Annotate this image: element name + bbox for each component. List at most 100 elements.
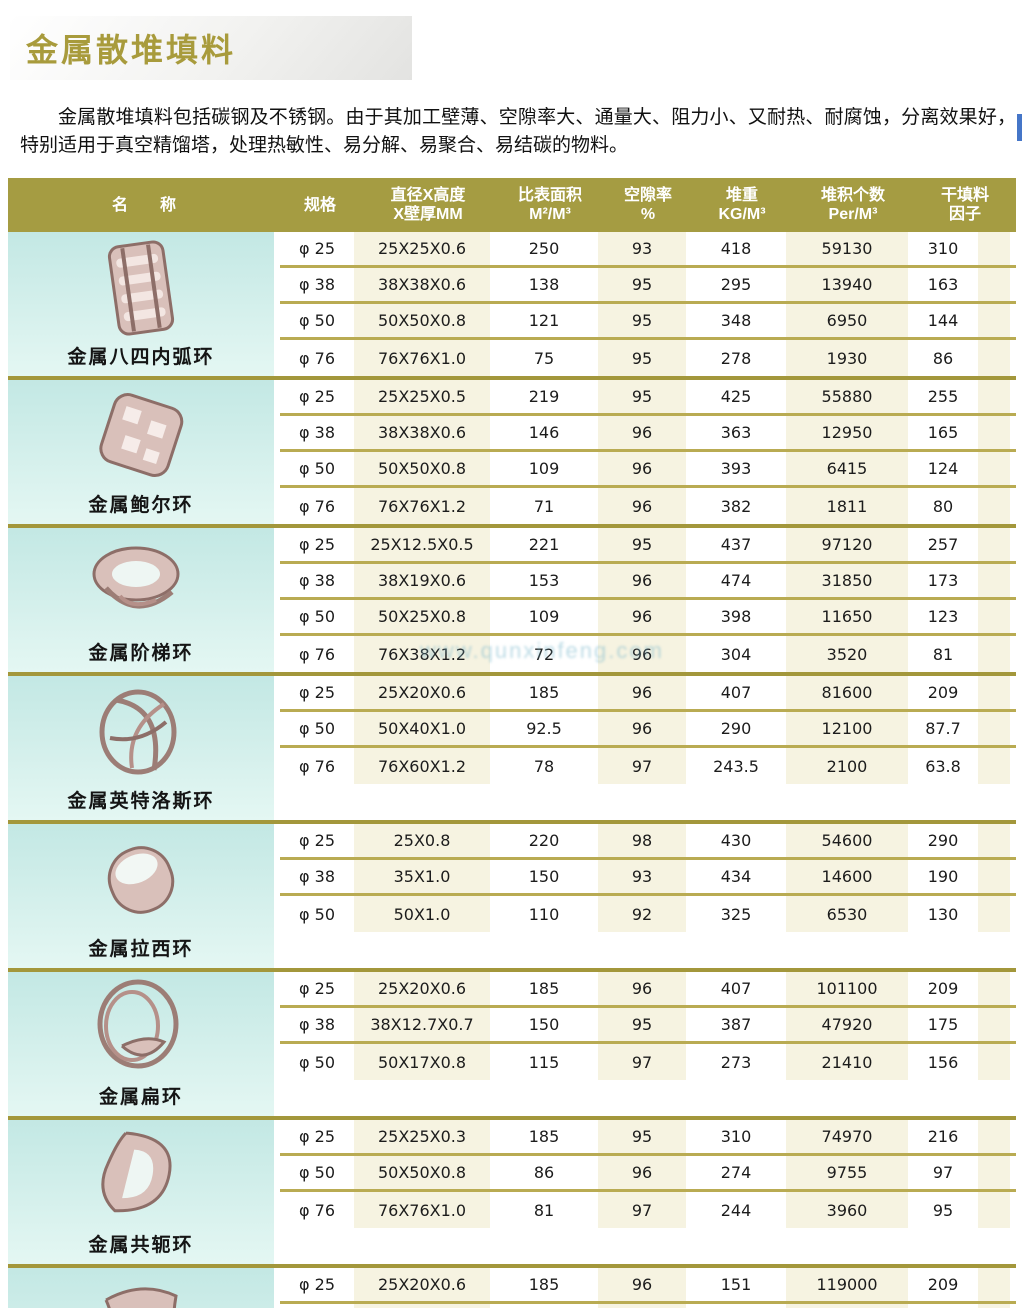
cell-surface_area: 72 bbox=[490, 636, 598, 672]
cell-bulk_weight: 425 bbox=[686, 380, 786, 413]
cell-surface_area: 71 bbox=[490, 488, 598, 524]
cell-edge-strip bbox=[978, 860, 1010, 893]
cell-spec: φ 76 bbox=[280, 488, 354, 524]
product-name: 金属共轭环 bbox=[88, 1235, 194, 1256]
product-name: 金属拉西环 bbox=[88, 939, 194, 960]
cell-edge-strip bbox=[978, 1192, 1010, 1228]
column-header-line1: 规格 bbox=[303, 196, 336, 214]
table-row: φ 50 50X1.0 110 92 325 6530 130 bbox=[280, 896, 1016, 932]
cell-spec: φ 76 bbox=[280, 748, 354, 784]
cell-bulk_weight: 418 bbox=[686, 232, 786, 265]
cell-bulk_weight: 310 bbox=[686, 1120, 786, 1153]
cell-packing_factor: 123 bbox=[908, 600, 978, 633]
cell-count_per_m3: 3520 bbox=[786, 636, 908, 672]
cell-spec: φ 76 bbox=[280, 636, 354, 672]
group-rows: φ 25 25X0.8 220 98 430 54600 290 φ 38 35X1.0 150 9… bbox=[280, 824, 1016, 968]
scan-artifact-blue-strip bbox=[1017, 114, 1022, 141]
cell-count_per_m3: 59130 bbox=[786, 232, 908, 265]
cell-surface_area: 250 bbox=[490, 232, 598, 265]
cell-bulk_weight: 363 bbox=[686, 416, 786, 449]
cell-size: 76X76X1.2 bbox=[354, 488, 490, 524]
cell-surface_area: 109 bbox=[490, 452, 598, 485]
cell-surface_area: 220 bbox=[490, 824, 598, 857]
column-header-3: 比表面积 M²/M³ bbox=[496, 178, 604, 232]
photo-conjugate-ring bbox=[76, 1120, 206, 1230]
cell-edge-strip bbox=[978, 416, 1010, 449]
cell-size: 50X40X1.0 bbox=[354, 712, 490, 745]
cell-spec: φ 50 bbox=[280, 1044, 354, 1080]
table-row: φ 50 50X50X0.8 121 95 348 6950 144 bbox=[280, 304, 1016, 340]
cell-void_ratio: 96 bbox=[598, 712, 686, 745]
cell-size: 50X17X0.8 bbox=[354, 1044, 490, 1080]
column-header-line2: 因子 bbox=[948, 206, 981, 223]
cell-edge-strip bbox=[978, 1304, 1010, 1308]
cell-surface_area: 185 bbox=[490, 1120, 598, 1153]
cell-void_ratio: 98 bbox=[598, 824, 686, 857]
table-row: φ 38 38X38X0.6 146 96 363 12950 165 bbox=[280, 416, 1016, 452]
cell-packing_factor: 63.8 bbox=[908, 748, 978, 784]
cell-void_ratio: 97 bbox=[598, 1192, 686, 1228]
cell-bulk_weight: 278 bbox=[686, 340, 786, 376]
intro-paragraph: 金属散堆填料包括碳钢及不锈钢。由于其加工壁薄、空隙率大、通量大、阻力小、又耐热、… bbox=[20, 107, 1016, 156]
cell-size: 76X76X1.0 bbox=[354, 1192, 490, 1228]
column-header-line2: M²/M³ bbox=[529, 206, 571, 223]
cell-bulk_weight: 273 bbox=[686, 1044, 786, 1080]
cell-size: 50X50X0.8 bbox=[354, 304, 490, 337]
product-name-panel: 金属共轭环 bbox=[8, 1120, 274, 1264]
cell-size: 35X1.0 bbox=[354, 860, 490, 893]
table-row: φ 25 25X0.8 220 98 430 54600 290 bbox=[280, 824, 1016, 860]
cell-void_ratio: 97 bbox=[598, 1044, 686, 1080]
cell-count_per_m3: 1811 bbox=[786, 488, 908, 524]
product-name-panel: 金属八四内弧环 bbox=[8, 232, 274, 376]
table-row: φ 50 50X50X0.8 86 96 274 9755 97 bbox=[280, 1156, 1016, 1192]
column-header-7: 干填料 因子 bbox=[914, 178, 1016, 232]
column-header-line1: 名 称 bbox=[111, 196, 176, 214]
table-row: φ 50 50X17X0.8 115 97 273 21410 156 bbox=[280, 1044, 1016, 1080]
cell-surface_area: 185 bbox=[490, 972, 598, 1005]
cell-size: 50X1.0 bbox=[354, 896, 490, 932]
product-group: 金属阶梯环 φ 25 25X12.5X0.5 221 95 437 97120 257 φ 38… bbox=[8, 528, 1016, 676]
table-row: φ 76 76X38X1.2 72 96 304 3520 81 bbox=[280, 636, 1016, 672]
group-rows: φ 25 25X20X0.6 185 96 407 101100 209 φ 38 38X12.… bbox=[280, 972, 1016, 1116]
cell-packing_factor: 87.7 bbox=[908, 712, 978, 745]
table-row: φ 25 25X12.5X0.5 221 95 437 97120 257 bbox=[280, 528, 1016, 564]
cell-size: 76X38X1.2 bbox=[354, 636, 490, 672]
cell-count_per_m3: 119000 bbox=[786, 1268, 908, 1301]
cell-packing_factor: 257 bbox=[908, 528, 978, 561]
cell-packing_factor: 209 bbox=[908, 676, 978, 709]
product-name: 金属八四内弧环 bbox=[67, 347, 215, 368]
cell-edge-strip bbox=[978, 452, 1010, 485]
cell-packing_factor: 163 bbox=[908, 268, 978, 301]
product-name-panel: 金属扁环 bbox=[8, 972, 274, 1116]
cell-bulk_weight: 151 bbox=[686, 1268, 786, 1301]
table-row: φ 50 50X40X1.0 92.5 96 290 12100 87.7 bbox=[280, 712, 1016, 748]
cell-bulk_weight: 398 bbox=[686, 600, 786, 633]
cell-void_ratio: 93 bbox=[598, 860, 686, 893]
column-header-line1: 空隙率 bbox=[623, 187, 672, 204]
cell-bulk_weight: 348 bbox=[686, 304, 786, 337]
title-banner: 金属散堆填料 bbox=[10, 16, 412, 80]
product-group: 金属扁环 φ 25 25X20X0.6 185 96 407 101100 209 φ 38 38… bbox=[8, 972, 1016, 1120]
column-header-5: 堆重 KG/M³ bbox=[692, 178, 792, 232]
cell-void_ratio: 95 bbox=[598, 528, 686, 561]
cell-packing_factor: 209 bbox=[908, 972, 978, 1005]
cell-size: 25X25X0.5 bbox=[354, 380, 490, 413]
cell-bulk_weight: 290 bbox=[686, 712, 786, 745]
cell-edge-strip bbox=[978, 380, 1010, 413]
cell-packing_factor: 137 bbox=[908, 1304, 978, 1308]
cell-void_ratio: 97 bbox=[598, 748, 686, 784]
table-row: φ 38 35X1.0 150 93 434 14600 190 bbox=[280, 860, 1016, 896]
product-name-panel: 金属矩鞍环 bbox=[8, 1268, 274, 1308]
cell-packing_factor: 80 bbox=[908, 488, 978, 524]
cell-edge-strip bbox=[978, 636, 1010, 672]
table-row: φ 76 76X76X1.0 81 97 244 3960 95 bbox=[280, 1192, 1016, 1228]
cell-count_per_m3: 12950 bbox=[786, 416, 908, 449]
cell-edge-strip bbox=[978, 600, 1010, 633]
cell-packing_factor: 173 bbox=[908, 564, 978, 597]
table-row: φ 3838X30X0.811296248.531632137 bbox=[280, 1304, 1016, 1308]
cell-size: 25X25X0.3 bbox=[354, 1120, 490, 1153]
cell-spec: φ 50 bbox=[280, 452, 354, 485]
cell-void_ratio: 93 bbox=[598, 232, 686, 265]
table-row: φ 76 76X60X1.2 78 97 243.5 2100 63.8 bbox=[280, 748, 1016, 784]
